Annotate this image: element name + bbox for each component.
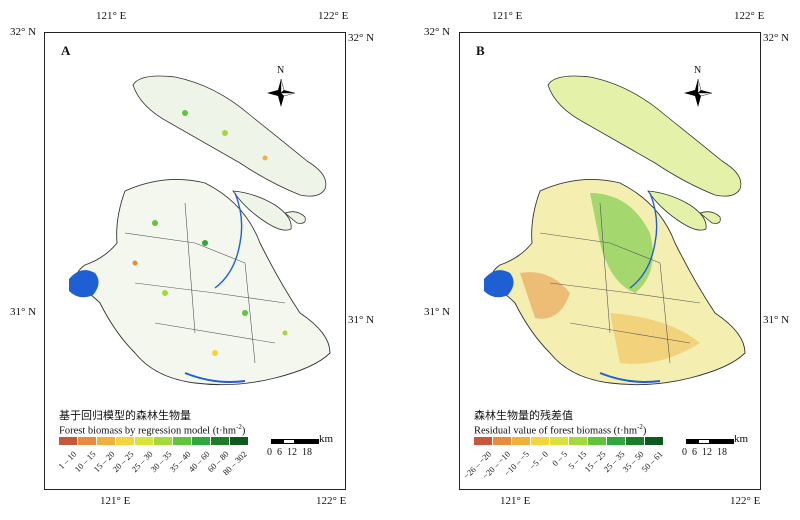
panel-b-map: B N 森林生物量的残差值 Residual value of forest b…	[459, 32, 761, 490]
small-island-1	[232, 190, 292, 231]
river	[629, 192, 658, 289]
panel-a-scale-unit: km	[319, 433, 334, 445]
panelB-top-tick-121: 121° E	[492, 10, 523, 22]
panelB-lat-32-right: 32° N	[763, 32, 790, 44]
chongming-island	[132, 75, 327, 197]
panel-b-legend-title-zh: 森林生物量的残差值	[474, 410, 573, 422]
chongming-island	[547, 75, 742, 197]
panelB-lat-31-right: 31° N	[763, 314, 790, 326]
panelB-bottom-tick-121: 121° E	[500, 495, 531, 507]
panelA-bottom-tick-122: 122° E	[316, 495, 347, 507]
panel-a-map-svg	[69, 75, 331, 386]
legend-swatch	[173, 437, 192, 445]
legend-swatch	[569, 437, 588, 445]
panel-b-label: B	[476, 43, 485, 58]
legend-swatch	[97, 437, 116, 445]
legend-swatch	[116, 437, 135, 445]
panelA-lat-31-right: 31° N	[348, 314, 375, 326]
panelB-top-tick-122: 122° E	[734, 10, 765, 22]
residual-yellow-zone	[610, 313, 700, 364]
legend-swatch	[135, 437, 154, 445]
legend-swatch	[474, 437, 493, 445]
panel-a-scale-labels: 0 6 12 18	[267, 447, 312, 458]
panel-b-map-svg	[484, 75, 746, 386]
legend-swatch	[531, 437, 550, 445]
panelA-lat-32-left: 32° N	[10, 26, 37, 38]
mainland	[74, 179, 331, 386]
legend-swatch	[493, 437, 512, 445]
legend-swatch	[626, 437, 645, 445]
panelB-lat-31-left: 31° N	[424, 306, 451, 318]
panelA-lat-32-right: 32° N	[348, 32, 375, 44]
legend-swatch	[607, 437, 626, 445]
panelA-lat-31-left: 31° N	[10, 306, 37, 318]
residual-green-zone	[590, 193, 653, 293]
small-island-1	[647, 190, 707, 231]
compass-rose-icon	[267, 78, 296, 107]
lake	[484, 270, 514, 298]
panelA-top-tick-122: 122° E	[318, 10, 349, 22]
small-island-2	[284, 211, 306, 224]
coastline-water	[599, 372, 661, 383]
panel-a-legend-title-en: Forest biomass by regression model (t·hm…	[59, 423, 246, 437]
legend-swatch	[645, 437, 664, 445]
panelB-bottom-tick-122: 122° E	[730, 495, 761, 507]
legend-swatch	[588, 437, 607, 445]
panelA-bottom-tick-121: 121° E	[100, 495, 131, 507]
vegetation-patches	[132, 110, 288, 356]
panel-a-legend-title-zh: 基于回归模型的森林生物量	[59, 410, 191, 422]
legend-swatch	[230, 437, 249, 445]
lake	[69, 270, 99, 298]
compass-rose-icon	[684, 78, 713, 107]
panel-b-scale-unit: km	[734, 433, 749, 445]
small-island-2	[699, 211, 721, 224]
legend-swatch	[512, 437, 531, 445]
legend-swatch	[550, 437, 569, 445]
panelB-lat-32-left: 32° N	[424, 26, 451, 38]
panel-a-legend-swatches	[59, 437, 249, 445]
legend-swatch	[211, 437, 230, 445]
legend-swatch	[192, 437, 211, 445]
legend-swatch	[59, 437, 78, 445]
district-boundaries	[124, 202, 286, 364]
mainland	[489, 179, 746, 386]
district-boundaries	[539, 202, 701, 364]
river	[214, 192, 243, 289]
panel-b-legend-title-en: Residual value of forest biomass (t·hm-2…	[474, 423, 647, 437]
panel-b-legend-swatches	[474, 437, 664, 445]
coastline-water	[184, 372, 246, 383]
panel-a-compass-north: N	[277, 65, 285, 76]
panel-b-compass-north: N	[694, 65, 702, 76]
legend-swatch	[78, 437, 97, 445]
panel-a-label: A	[61, 43, 71, 58]
legend-swatch	[154, 437, 173, 445]
panelA-top-tick-121: 121° E	[96, 10, 127, 22]
panel-b-scale-labels: 0 6 12 18	[682, 447, 727, 458]
panel-a-map: A N 基于回归模型的森林生物量 Forest biomass by regre…	[44, 32, 346, 490]
